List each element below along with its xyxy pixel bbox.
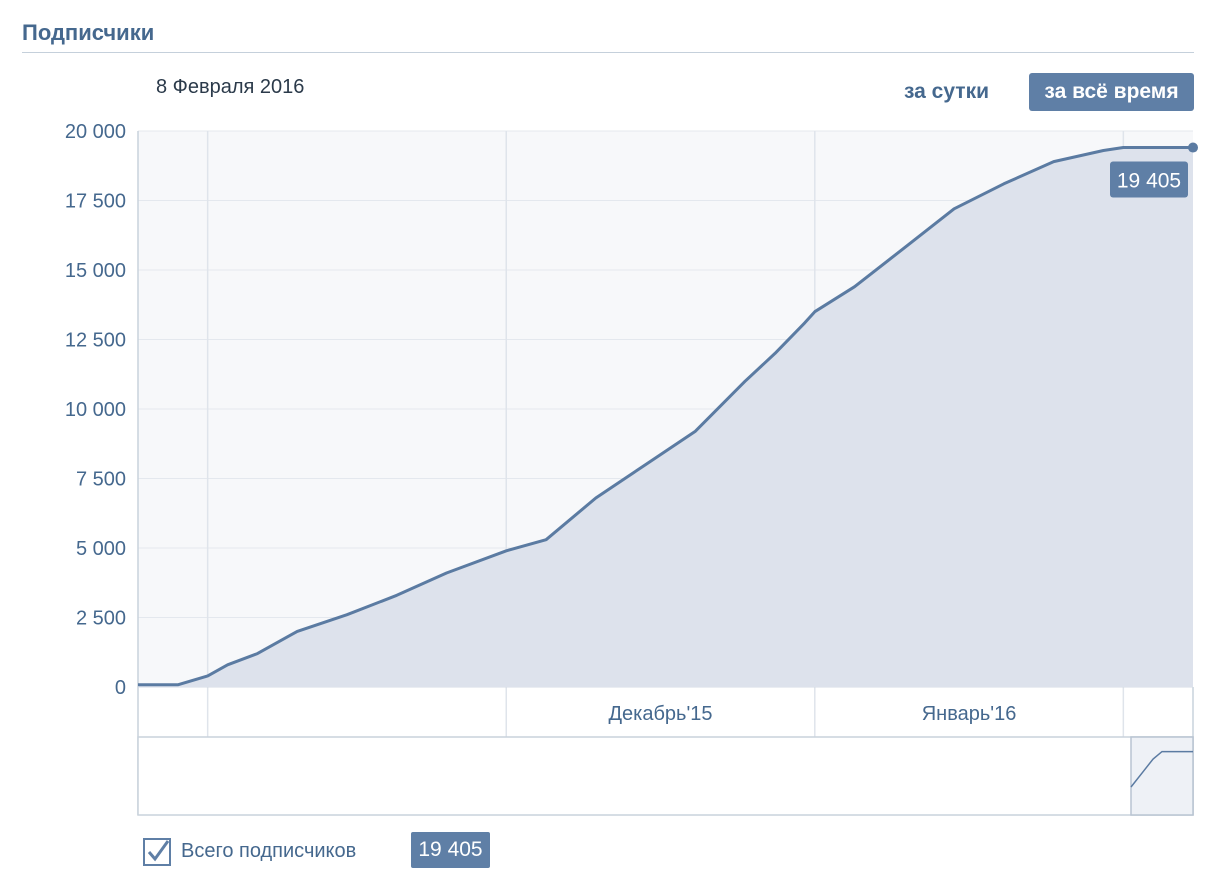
y-tick-label: 17 500	[65, 191, 126, 213]
y-tick-label: 20 000	[65, 121, 126, 143]
y-tick-label: 0	[115, 677, 126, 699]
series-line	[138, 146, 1193, 687]
y-tick-label: 10 000	[65, 399, 126, 421]
y-tick-label: 15 000	[65, 260, 126, 282]
x-tick-label: Январь'16	[922, 703, 1017, 725]
series-last-point[interactable]	[1188, 142, 1198, 153]
last-value-badge	[1110, 161, 1188, 198]
selected-date: 8 Февраля 2016	[156, 76, 305, 98]
series-area	[138, 147, 1193, 687]
range-all-button[interactable]: за всё время	[1029, 73, 1194, 111]
y-tick-label: 7 500	[76, 469, 126, 491]
range-day-button[interactable]: за сутки	[904, 80, 989, 103]
title-divider	[22, 52, 1194, 53]
x-tick-label: Декабрь'15	[609, 703, 713, 725]
y-tick-label: 2 500	[76, 608, 126, 630]
legend-value-badge: 19 405	[411, 832, 490, 868]
navigator-panel[interactable]	[137, 736, 1194, 816]
last-value-label: 19 405	[1117, 170, 1181, 193]
section-title: Подписчики	[22, 20, 155, 45]
legend-label: Всего подписчиков	[181, 840, 357, 862]
navigator-line	[1130, 750, 1193, 788]
y-tick-label: 12 500	[65, 330, 126, 352]
y-tick-label: 5 000	[76, 538, 126, 560]
checkbox-checked-icon[interactable]	[143, 838, 171, 866]
navigator-brush[interactable]	[1130, 736, 1194, 816]
